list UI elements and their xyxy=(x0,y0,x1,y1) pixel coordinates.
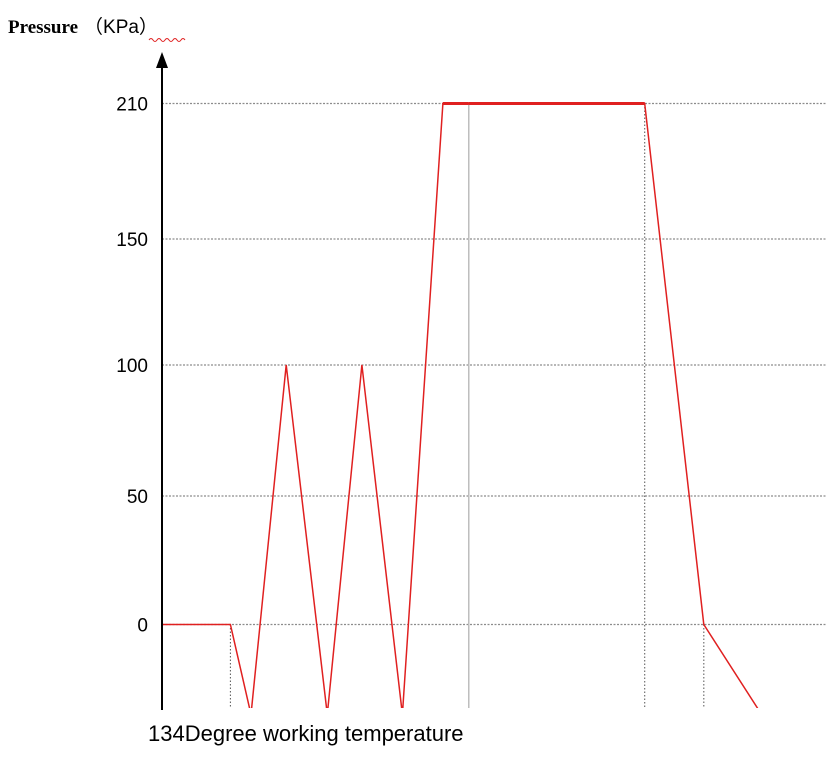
y-axis-arrow xyxy=(156,52,168,68)
y-tick-label: 210 xyxy=(116,95,148,116)
y-tick-labels: 210 150 100 50 0 xyxy=(116,95,148,637)
series-layer xyxy=(162,102,759,708)
y-axis-label: Pressure xyxy=(8,17,78,38)
y-tick-label: 100 xyxy=(116,356,148,377)
y-tick-label: 0 xyxy=(137,616,148,637)
grid xyxy=(162,102,826,708)
y-axis-unit: （KPa） xyxy=(84,16,158,38)
y-axis xyxy=(156,52,168,710)
y-tick-label: 150 xyxy=(116,230,148,251)
spellcheck-underline xyxy=(148,38,186,42)
y-axis-title: Pressure （KPa） xyxy=(8,16,158,38)
series-line-1 xyxy=(162,102,759,708)
x-axis-label: 134Degree working temperature xyxy=(148,721,464,746)
y-tick-label: 50 xyxy=(127,487,148,508)
series-pressure xyxy=(162,102,759,708)
